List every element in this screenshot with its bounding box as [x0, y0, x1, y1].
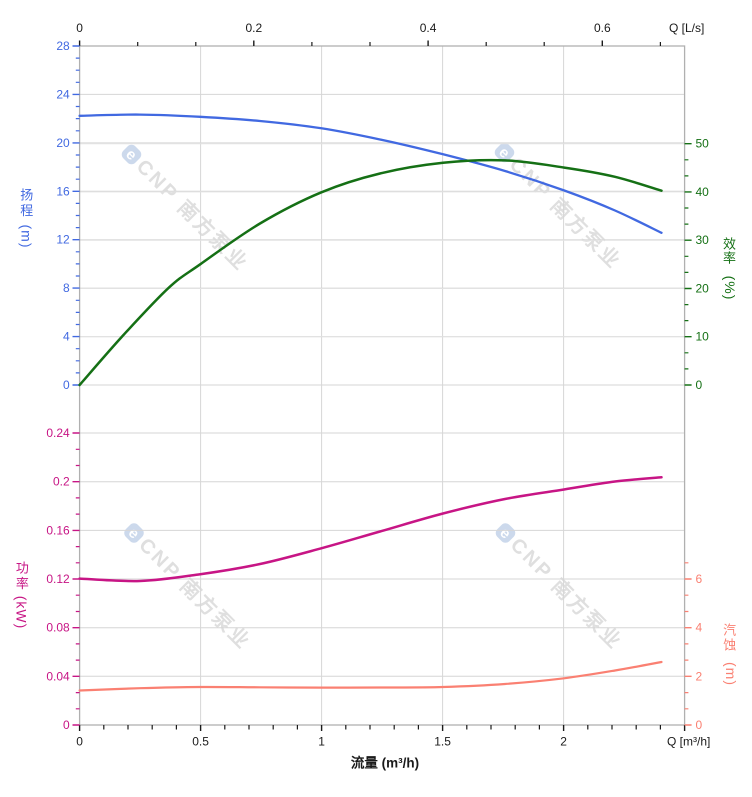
svg-text:0: 0 [76, 21, 83, 35]
svg-text:4: 4 [63, 330, 70, 344]
svg-text:0.24: 0.24 [46, 426, 70, 440]
svg-text:0.16: 0.16 [46, 523, 70, 537]
svg-text:0.08: 0.08 [46, 621, 70, 635]
svg-text:0: 0 [63, 718, 70, 732]
svg-text:(kW): (kW) [14, 596, 30, 630]
svg-text:50: 50 [696, 137, 710, 151]
svg-text:(%): (%) [722, 276, 738, 301]
svg-text:率: 率 [16, 576, 29, 591]
svg-text:0: 0 [76, 735, 83, 749]
svg-text:效: 效 [723, 237, 736, 252]
svg-text:10: 10 [696, 330, 710, 344]
svg-text:6: 6 [696, 572, 703, 586]
svg-text:(m): (m) [723, 662, 739, 686]
svg-text:1.5: 1.5 [434, 735, 451, 749]
svg-text:0.5: 0.5 [192, 735, 209, 749]
svg-text:率: 率 [723, 251, 736, 266]
svg-text:扬: 扬 [20, 188, 33, 203]
svg-text:4: 4 [696, 621, 703, 635]
svg-text:程: 程 [20, 203, 33, 218]
svg-text:12: 12 [56, 233, 70, 247]
svg-text:40: 40 [696, 185, 710, 199]
svg-text:28: 28 [56, 39, 70, 53]
svg-text:流量 (m³/h): 流量 (m³/h) [351, 755, 419, 771]
svg-text:(m): (m) [19, 225, 35, 249]
svg-text:0.2: 0.2 [53, 475, 70, 489]
svg-text:1: 1 [318, 735, 325, 749]
svg-text:0.12: 0.12 [46, 572, 70, 586]
svg-text:24: 24 [56, 87, 70, 101]
svg-text:2: 2 [696, 669, 703, 683]
svg-text:0: 0 [696, 378, 703, 392]
svg-text:0.4: 0.4 [420, 21, 437, 35]
svg-text:Q [L/s]: Q [L/s] [669, 21, 704, 35]
svg-text:20: 20 [696, 282, 710, 296]
svg-text:蚀: 蚀 [723, 638, 736, 653]
svg-text:0.04: 0.04 [46, 669, 70, 683]
svg-text:20: 20 [56, 136, 70, 150]
svg-text:8: 8 [63, 281, 70, 295]
svg-text:30: 30 [696, 233, 710, 247]
svg-text:0.6: 0.6 [594, 21, 611, 35]
svg-text:0: 0 [696, 718, 703, 732]
svg-text:功: 功 [16, 561, 29, 576]
svg-text:16: 16 [56, 184, 70, 198]
svg-text:2: 2 [560, 735, 567, 749]
svg-text:0.2: 0.2 [245, 21, 262, 35]
svg-text:0: 0 [63, 378, 70, 392]
svg-text:Q [m³/h]: Q [m³/h] [667, 735, 710, 749]
svg-text:汽: 汽 [723, 623, 736, 638]
